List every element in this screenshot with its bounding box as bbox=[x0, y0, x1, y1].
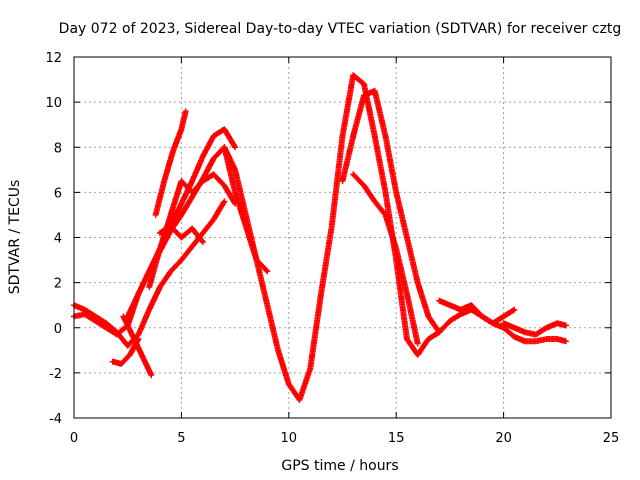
y-tick-label: 10 bbox=[45, 96, 62, 111]
series-track-6 bbox=[156, 223, 206, 245]
y-tick-label: 12 bbox=[45, 51, 62, 66]
data-point-markers bbox=[436, 297, 518, 327]
y-tick-label: 6 bbox=[54, 186, 62, 201]
data-point-markers bbox=[221, 144, 271, 275]
data-point-markers bbox=[339, 87, 443, 336]
series-track-10 bbox=[350, 171, 421, 347]
y-tick-label: 8 bbox=[54, 141, 62, 156]
data-point-markers bbox=[109, 336, 142, 367]
y-tick-label: 2 bbox=[54, 277, 62, 292]
series-track-9 bbox=[221, 144, 271, 275]
data-point-markers bbox=[350, 171, 421, 347]
series-track-12 bbox=[436, 297, 518, 327]
series-track-5 bbox=[152, 108, 189, 218]
data-point-markers bbox=[156, 223, 206, 245]
y-tick-label: -2 bbox=[49, 367, 62, 382]
data-point-markers bbox=[500, 320, 569, 338]
series-track-11 bbox=[339, 87, 443, 336]
y-tick-label: 0 bbox=[54, 322, 62, 337]
data-point-markers bbox=[152, 108, 189, 218]
x-axis-label: GPS time / hours bbox=[281, 458, 398, 474]
chart-title: Day 072 of 2023, Sidereal Day-to-day VTE… bbox=[59, 21, 622, 37]
tick-labels: 0 5 10 15 20 25 -4 -2 0 2 4 6 8 10 12 bbox=[45, 51, 619, 446]
plot-frame bbox=[73, 56, 612, 419]
y-tick-label: 4 bbox=[54, 232, 62, 247]
x-tick-label: 15 bbox=[388, 431, 405, 446]
x-tick-label: 25 bbox=[603, 431, 620, 446]
x-tick-label: 10 bbox=[281, 431, 298, 446]
series-track-13 bbox=[500, 320, 569, 338]
y-tick-label: -4 bbox=[49, 412, 62, 427]
x-tick-label: 5 bbox=[177, 431, 185, 446]
series-track-8 bbox=[109, 336, 142, 367]
x-tick-label: 0 bbox=[70, 431, 78, 446]
data-points bbox=[71, 72, 569, 403]
grid-lines bbox=[74, 57, 611, 418]
x-tick-label: 20 bbox=[495, 431, 512, 446]
y-axis-label: SDTVAR / TECUs bbox=[7, 180, 23, 295]
